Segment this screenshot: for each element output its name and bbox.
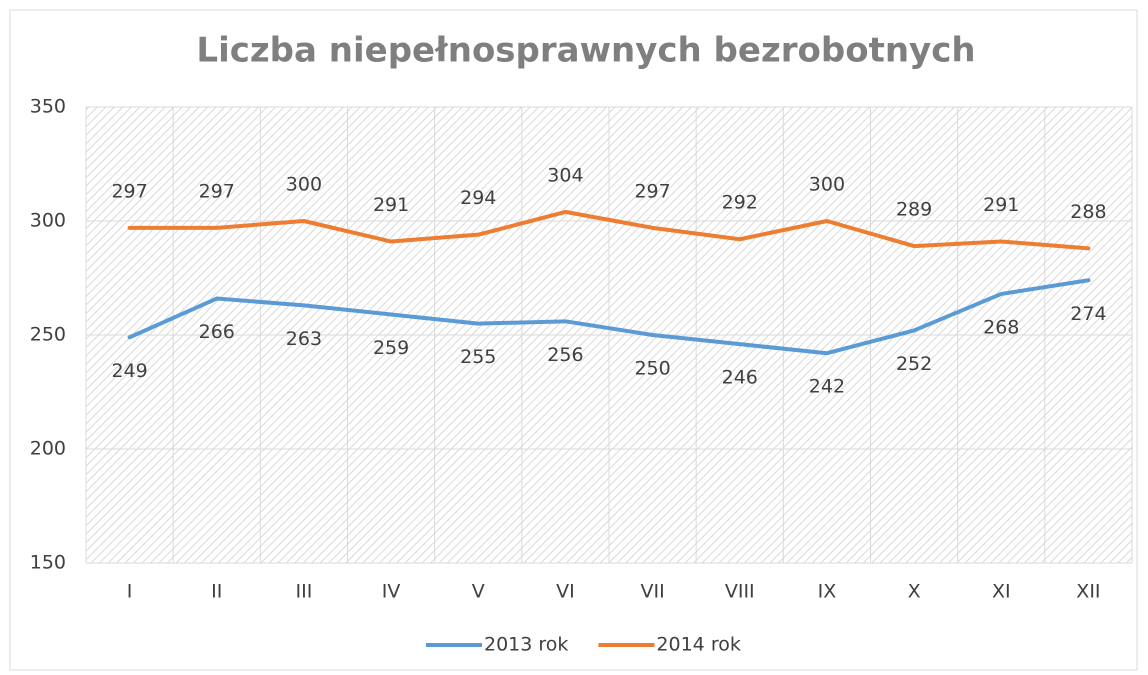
data-label: 259	[373, 337, 409, 359]
data-label: 255	[460, 346, 496, 368]
data-label: 297	[111, 180, 147, 202]
data-label: 266	[199, 321, 235, 343]
data-label: 291	[373, 194, 409, 216]
data-label: 300	[809, 174, 845, 196]
data-label: 242	[809, 376, 845, 398]
y-tick-label: 250	[30, 324, 66, 346]
x-tick-label: I	[127, 581, 133, 603]
series-line	[127, 278, 1091, 356]
data-label: 291	[983, 194, 1019, 216]
x-tick-label: III	[296, 581, 313, 603]
data-label: 297	[634, 180, 670, 202]
chart-title: Liczba niepełnosprawnych bezrobotnych	[196, 31, 975, 71]
x-tick-label: X	[908, 581, 921, 603]
x-tick-label: II	[211, 581, 222, 603]
data-label: 256	[547, 344, 583, 366]
y-tick-label: 150	[30, 552, 66, 574]
data-label: 294	[460, 187, 496, 209]
data-label: 289	[896, 199, 932, 221]
y-tick-label: 200	[30, 438, 66, 460]
data-label: 304	[547, 164, 583, 186]
data-label: 249	[111, 360, 147, 382]
data-label: 252	[896, 353, 932, 375]
data-label: 288	[1070, 201, 1106, 223]
data-label: 292	[722, 192, 758, 214]
x-tick-label: VI	[556, 581, 575, 603]
x-tick-label: IV	[382, 581, 401, 603]
series-line	[127, 209, 1091, 251]
data-label: 274	[1070, 303, 1106, 325]
x-tick-label: VII	[640, 581, 664, 603]
data-label: 250	[634, 358, 670, 380]
data-label: 246	[722, 367, 758, 389]
y-tick-label: 300	[30, 210, 66, 232]
data-label: 297	[199, 180, 235, 202]
x-tick-label: XI	[992, 581, 1011, 603]
x-tick-label: VIII	[725, 581, 755, 603]
data-label: 300	[286, 174, 322, 196]
x-tick-label: IX	[818, 581, 837, 603]
x-tick-label: XII	[1076, 581, 1100, 603]
data-label: 268	[983, 316, 1019, 338]
y-tick-label: 350	[30, 96, 66, 118]
x-tick-label: V	[472, 581, 485, 603]
data-label: 263	[286, 328, 322, 350]
legend-label: 2014 rok	[656, 634, 740, 656]
legend-label: 2013 rok	[484, 634, 568, 656]
